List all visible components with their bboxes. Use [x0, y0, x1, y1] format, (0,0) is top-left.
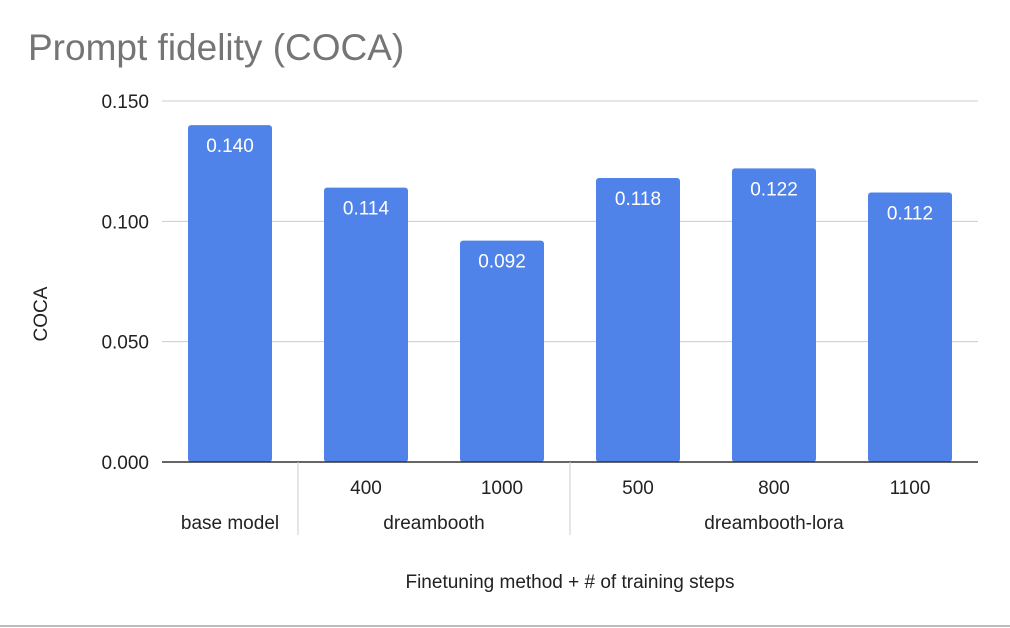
bar-value-label: 0.118 [615, 189, 661, 210]
bar [324, 187, 408, 462]
x-group-label: dreambooth [383, 513, 484, 534]
y-tick-label: 0.000 [101, 453, 149, 474]
bar-value-label: 0.140 [206, 136, 254, 157]
x-group-label: base model [181, 513, 279, 534]
bars: 0.140 0.114 0.092 0.118 0.122 0.112 [188, 125, 952, 463]
x-tick-label: 400 [350, 478, 382, 499]
y-tick-label: 0.150 [101, 92, 149, 113]
axes: 0.000 0.050 0.100 0.150 400 1000 500 800 1100 bas… [101, 92, 978, 535]
x-tick-label: 500 [622, 478, 654, 499]
bar-value-label: 0.114 [343, 199, 390, 220]
gridlines [162, 100, 978, 343]
x-tick-label: 800 [758, 478, 790, 499]
x-group-label: dreambooth-lora [704, 513, 844, 534]
y-axis-title: COCA [31, 286, 52, 341]
bar-value-label: 0.092 [478, 252, 526, 273]
x-axis-title: Finetuning method + # of training steps [405, 572, 734, 593]
bar-value-label: 0.122 [750, 179, 798, 200]
bar [868, 192, 952, 462]
bar [188, 125, 272, 463]
chart-title: Prompt fidelity (COCA) [28, 27, 404, 68]
bar [732, 168, 816, 463]
y-tick-label: 0.050 [101, 333, 149, 354]
x-tick-label: 1100 [890, 478, 931, 499]
x-tick-label: 1000 [481, 478, 523, 499]
bar [596, 178, 680, 462]
y-tick-label: 0.100 [101, 212, 149, 233]
bar-value-label: 0.112 [887, 203, 933, 224]
bar [460, 240, 544, 462]
